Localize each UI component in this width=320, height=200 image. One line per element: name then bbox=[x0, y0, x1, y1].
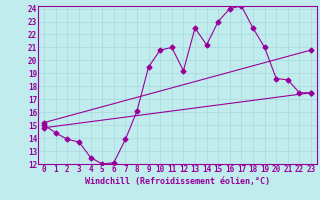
X-axis label: Windchill (Refroidissement éolien,°C): Windchill (Refroidissement éolien,°C) bbox=[85, 177, 270, 186]
